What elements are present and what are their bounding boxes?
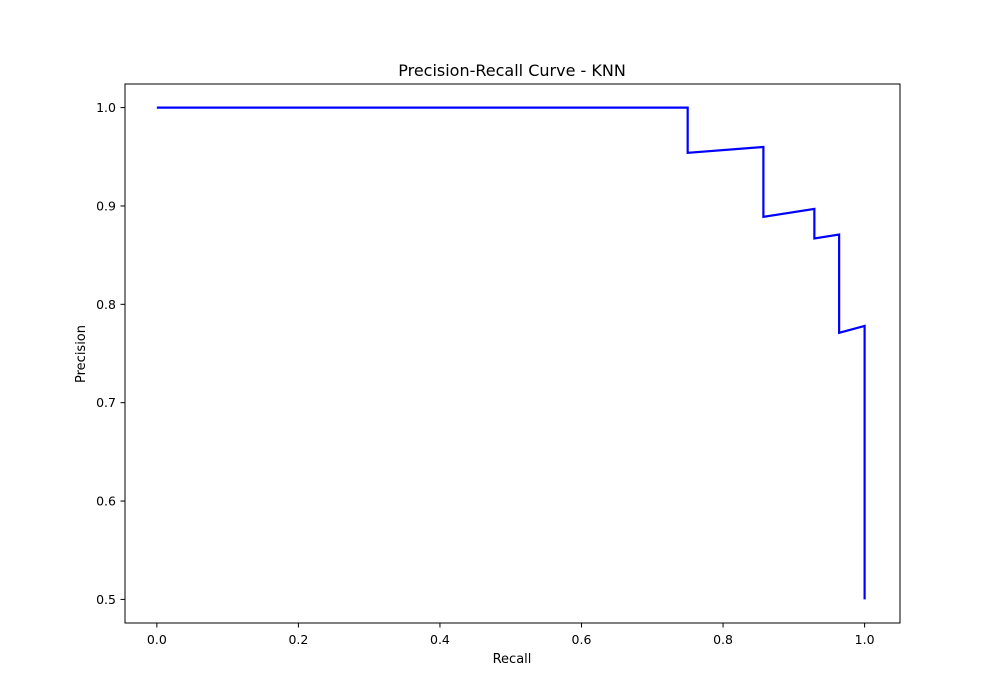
curve-layer	[156, 106, 866, 600]
y-tick-label: 1.0	[96, 100, 116, 115]
y-tick-label: 0.5	[96, 592, 116, 607]
series-line-0	[156, 106, 866, 600]
x-axis-label: Recall	[493, 652, 532, 667]
y-tick-label: 0.7	[96, 395, 116, 410]
x-tick-label: 0.2	[288, 632, 308, 647]
axes-frame	[124, 83, 901, 624]
x-axis: 0.0 0.2 0.4 0.6 0.8 1.0	[147, 623, 875, 647]
x-tick-label: 0.6	[572, 632, 592, 647]
plot-area	[124, 83, 901, 624]
x-tick-label: 0.4	[430, 632, 450, 647]
y-axis: 0.5 0.6 0.7 0.8 0.9 1.0	[96, 100, 125, 607]
y-tick-label: 0.8	[96, 297, 116, 312]
x-tick-label: 1.0	[855, 632, 875, 647]
chart-title: Precision-Recall Curve - KNN	[398, 61, 626, 80]
y-tick-label: 0.9	[96, 198, 116, 213]
y-axis-label: Precision	[74, 325, 89, 383]
y-tick-label: 0.6	[96, 494, 116, 509]
x-tick-label: 0.8	[713, 632, 733, 647]
x-tick-label: 0.0	[147, 632, 167, 647]
